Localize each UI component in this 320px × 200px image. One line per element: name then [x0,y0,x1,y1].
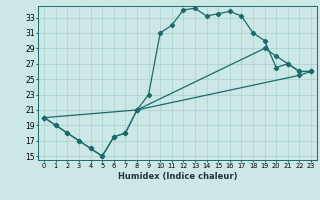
X-axis label: Humidex (Indice chaleur): Humidex (Indice chaleur) [118,172,237,181]
